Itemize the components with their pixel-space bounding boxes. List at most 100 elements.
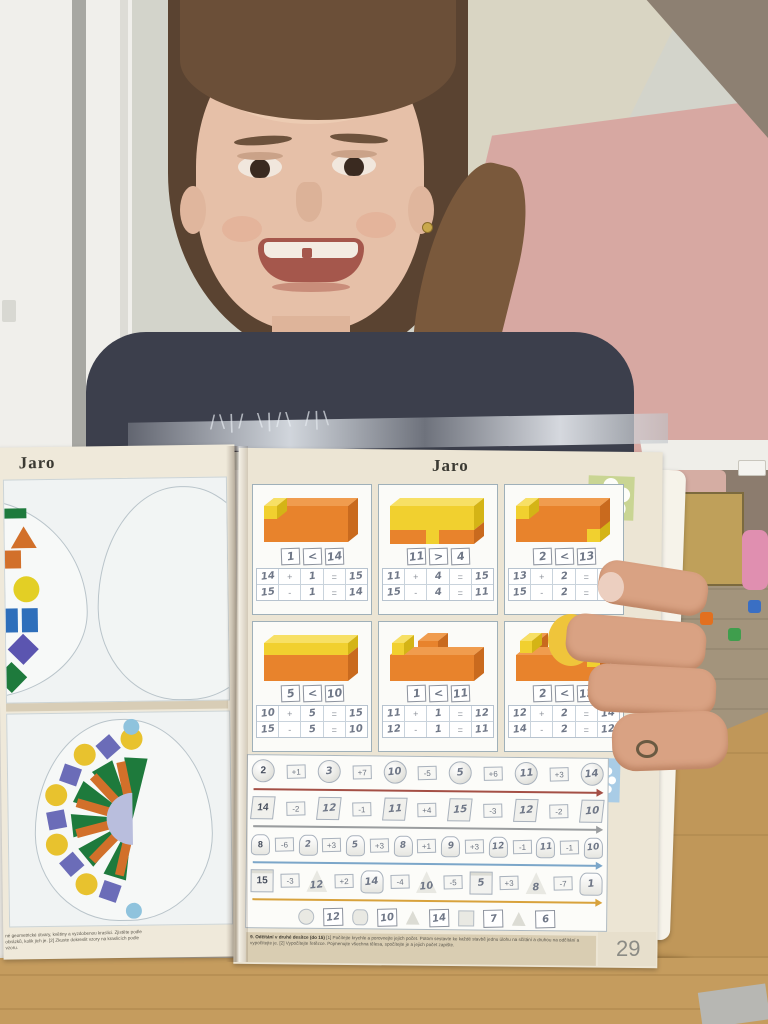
door-frame-edge [120,0,128,450]
equation-cell: + [404,706,427,721]
equation-cell: 12 [383,722,405,737]
handwritten-number: 5 [352,839,360,851]
handwritten-number: 14 [364,875,380,888]
chain-row: 15 -3 12 +2 14 -4 10 -5 5 +3 8 -7 1 [250,868,603,896]
number-chip: 8 [526,872,547,894]
compare-box: 13 [576,547,596,566]
number-chip: 11 [381,797,408,822]
handwritten-number: 1 [307,570,317,583]
equation-cell: 1 [300,585,323,600]
equation-cell: 1 [426,722,449,737]
cone-icon [406,911,420,925]
number-chip: 14 [360,870,384,894]
comparison-row: 11 >4 [382,547,494,566]
left-page-title: Jaro [18,452,56,473]
cube-figure [256,625,368,683]
egg-shape [2,550,22,569]
handwritten-number: 5 [477,877,486,889]
handwritten-number: 11 [407,548,425,565]
handwritten-number: 11 [474,723,490,736]
handwritten-number: > [432,549,444,564]
equation-cell: 12 [470,706,494,721]
handwritten-number: 1 [307,586,317,599]
equation-cell: 11 [383,706,405,721]
compare-box: 11 [450,684,470,703]
comparison-row: 2 <13 [508,547,620,566]
cube-figure [382,625,494,683]
equation-cell: - [530,722,553,737]
equation-cell: - [278,722,301,737]
count-answer-box: 12 [322,907,343,927]
number-chip: 12 [488,836,508,858]
girl-eye-right [332,154,376,176]
compare-box: 1 [280,547,300,566]
handwritten-number: 11 [539,841,553,853]
equation-cell: + [530,706,553,721]
op-chip: -5 [443,875,464,890]
equation-cell: + [530,569,553,584]
equation-row: 11 +1 = 12 [383,706,494,721]
equation-row: 12-1 = 11 [383,721,494,737]
caption-bold: 9. Odčítání v druhé desítce (do 15) [250,934,325,940]
hand-ring-finger [586,662,718,718]
equation-cell: 10 [344,722,368,737]
number-chip: 10 [583,837,604,859]
equation-cell: 12 [509,706,531,721]
op-chip: -2 [286,801,306,816]
equation-cell: 15 [470,569,494,584]
equation-table: 11 +4 = 15 15-4 = 11 [382,568,494,601]
handwritten-number: 11 [474,586,490,599]
handwritten-number: 10 [379,911,395,924]
toy-block [748,600,761,613]
cube-tasks-grid: 1 <14 14 +1 = 15 15-1 = 14 11 >4 11 +4 = 15 15-4 = 11 2 <13… [252,484,624,752]
floor-plank [628,618,768,620]
compare-box: 5 [280,684,300,703]
handwritten-number: 2 [304,839,312,851]
op-chip: -2 [549,803,569,819]
chain-row: 2 +1 3 +7 10 -5 5 +6 11 +3 14 [251,759,604,786]
equation-cell: 4 [426,585,449,600]
comparison-row: 5 <10 [256,684,368,703]
number-chip: 8 [393,835,413,857]
girl-eye-left [238,156,282,178]
compare-box: 4 [450,547,470,566]
handwritten-number: 2 [559,570,569,583]
number-chip: 2 [251,759,275,783]
handwritten-number: 2 [537,549,547,564]
equation-cell: = [322,585,345,600]
handwritten-number: 8 [532,882,541,894]
wood-grain [636,834,768,836]
toy-block [700,612,713,625]
equation-cell: 15 [509,585,531,600]
handwritten-number: 1 [586,878,595,890]
op-chip: +7 [352,764,372,780]
cube-task: 5 <10 10 +5 = 15 15-5 = 10 [252,621,372,752]
number-chip: 11 [514,761,538,786]
handwritten-number: 4 [433,586,443,599]
handwritten-number: < [558,686,570,701]
egg-shape [4,508,27,519]
equation-cell: = [574,569,597,584]
handwritten-number: 2 [559,586,569,599]
equation-row: 14 +1 = 15 [257,569,368,584]
compare-box: 11 [406,547,426,566]
op-chip: -5 [418,765,438,780]
equation-cell: 14 [509,722,531,737]
light-switch [2,300,16,322]
handwritten-number: < [306,549,318,564]
op-chip: +4 [417,802,437,817]
handwritten-number: 12 [491,841,505,853]
compare-box: < [554,684,574,703]
chain-arrow [253,788,602,794]
comparison-row: 1 <11 [382,684,494,703]
handwritten-number: 12 [474,707,490,720]
equation-cell: 4 [426,569,449,584]
number-chip: 11 [536,836,556,858]
handwritten-number: 10 [325,685,343,702]
handwritten-number: 13 [512,570,528,583]
handwritten-number: 5 [456,767,465,779]
equation-cell: 2 [552,722,575,737]
table [0,958,768,1024]
book-left-page: Jaro né geometrické útvary, květiny a vy… [0,444,242,960]
